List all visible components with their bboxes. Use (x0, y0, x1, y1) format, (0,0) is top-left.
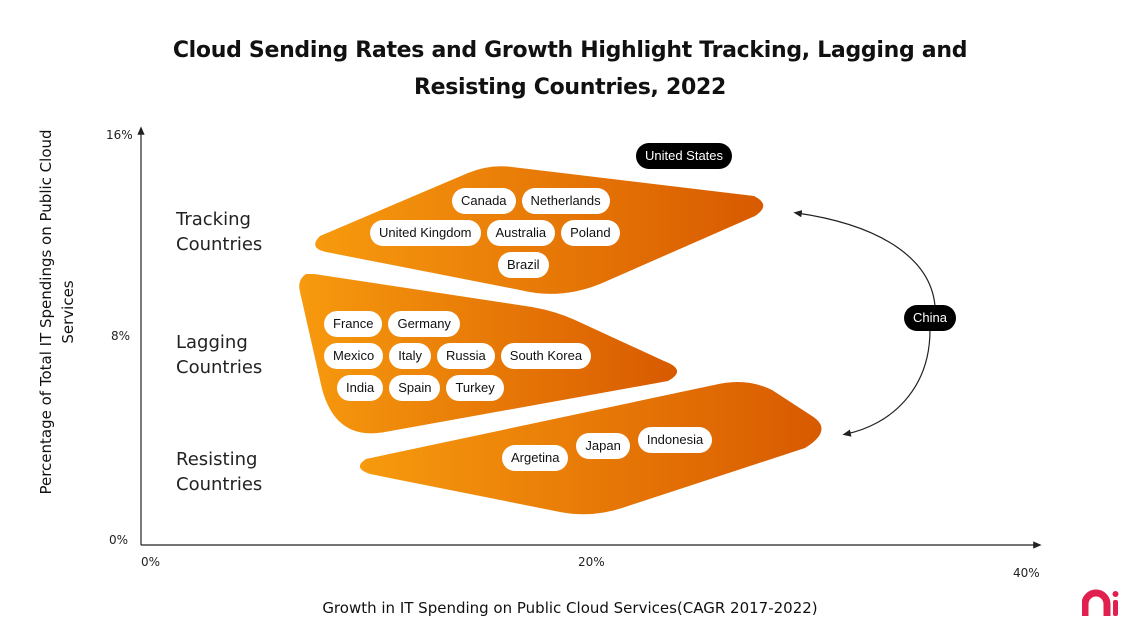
country-pill: Japan (576, 433, 630, 459)
country-pill: Italy (389, 343, 432, 369)
group-label-lagging: Lagging Countries (176, 332, 263, 378)
country-pill-outlier: China (904, 305, 956, 331)
tracking-row: Brazil (498, 252, 549, 278)
tracking-row: United Kingdom Australia Poland (370, 220, 620, 246)
country-pill: Argetina (502, 445, 569, 471)
trend-arrow (793, 210, 936, 321)
country-pill: Canada (452, 188, 516, 214)
group-label-resisting: Resisting Countries (176, 449, 263, 495)
lagging-row: France Germany (324, 311, 460, 337)
country-pill: Mexico (324, 343, 384, 369)
x-tick: 0% (141, 555, 161, 569)
lagging-row: Mexico Italy Russia South Korea (324, 343, 592, 369)
country-pill: Indonesia (637, 427, 713, 453)
country-pill: Germany (388, 311, 460, 337)
y-tick: 0% (109, 533, 129, 547)
country-pill: France (324, 311, 383, 337)
country-pill: Turkey (446, 375, 504, 401)
x-axis-label: Growth in IT Spending on Public Cloud Se… (322, 599, 818, 617)
country-pill: South Korea (500, 343, 592, 369)
country-pill: Spain (389, 375, 441, 401)
y-axis-label: Percentage of Total IT Spendings on Publ… (37, 129, 77, 495)
lagging-row: India Spain Turkey (337, 375, 504, 401)
chart-title: Cloud Sending Rates and Growth Highlight… (172, 38, 968, 100)
y-tick: 8% (111, 329, 131, 343)
x-tick: 40% (1013, 566, 1040, 580)
tracking-row: Canada Netherlands (452, 188, 610, 214)
country-pill-outlier: United States (635, 143, 733, 169)
country-pill: Poland (561, 220, 620, 246)
country-pill: Russia (437, 343, 495, 369)
x-tick: 20% (578, 555, 605, 569)
country-pill: India (337, 375, 384, 401)
brand-logo (1082, 589, 1119, 616)
country-pill: Australia (486, 220, 556, 246)
country-pill: Netherlands (521, 188, 610, 214)
country-pill: United Kingdom (370, 220, 481, 246)
y-tick: 16% (106, 128, 133, 142)
group-label-tracking: Tracking Countries (176, 209, 263, 255)
trend-arrow (842, 329, 931, 437)
country-pill: Brazil (498, 252, 549, 278)
resisting-row: Argetina Japan Indonesia (502, 427, 713, 471)
